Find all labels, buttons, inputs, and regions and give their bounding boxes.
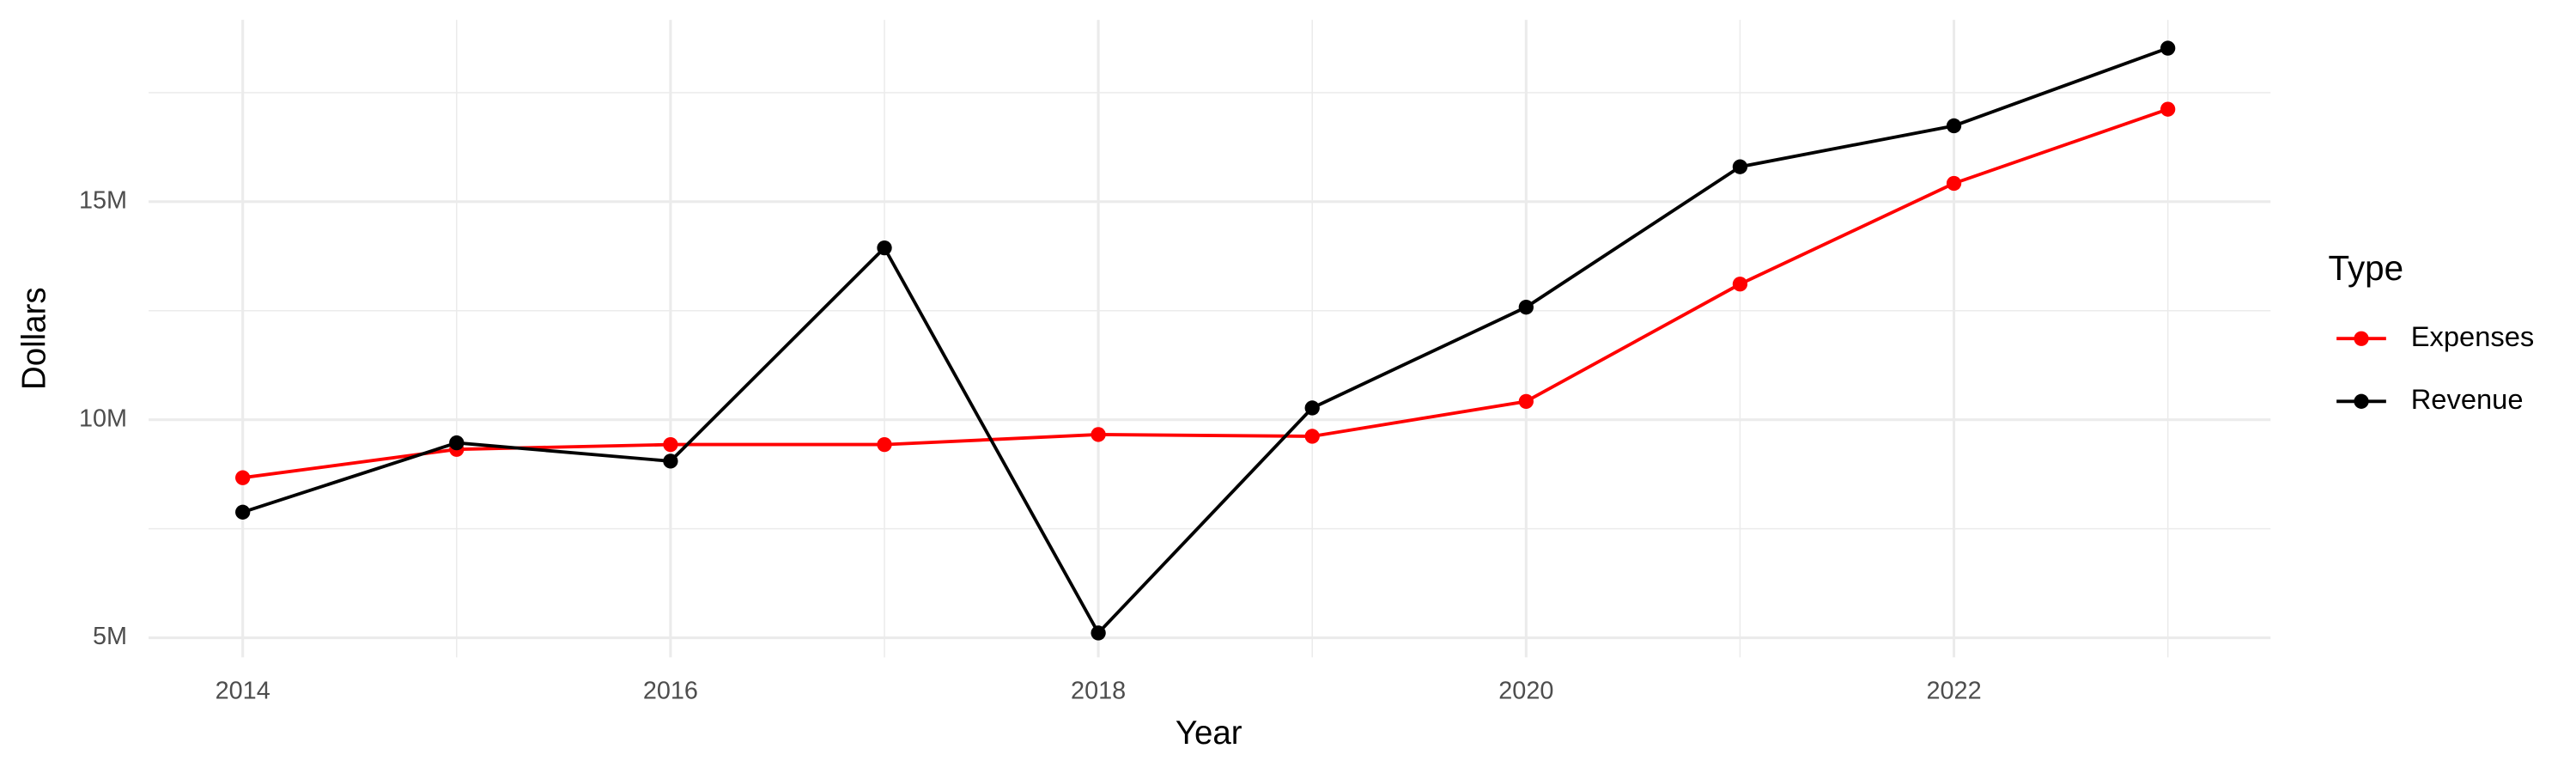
x-tick-label: 2014 — [216, 677, 270, 704]
x-axis-title: Year — [1176, 715, 1242, 752]
data-point — [663, 453, 678, 469]
grid — [149, 20, 2271, 658]
data-point — [1732, 277, 1748, 292]
x-tick-label: 2020 — [1498, 677, 1553, 704]
data-point — [2160, 40, 2176, 56]
data-point — [1946, 118, 1962, 134]
y-tick-label: 5M — [93, 623, 127, 650]
legend-key-point — [2354, 331, 2369, 346]
data-point — [1091, 625, 1106, 641]
data-point — [2160, 101, 2176, 117]
data-point — [449, 435, 465, 451]
series-line — [242, 46, 2169, 636]
data-point — [877, 436, 892, 453]
data-point — [663, 436, 678, 453]
data-point — [235, 504, 251, 520]
legend-label: Revenue — [2411, 383, 2524, 415]
data-point — [877, 240, 892, 256]
data-point — [1518, 393, 1534, 409]
data-point — [235, 470, 251, 485]
data-point — [1518, 300, 1534, 315]
data-point — [1304, 400, 1320, 416]
x-tick-label: 2022 — [1926, 677, 1981, 704]
data-point — [1946, 175, 1962, 192]
data-point — [1304, 429, 1320, 444]
y-axis-title: Dollars — [15, 287, 52, 390]
data-point — [1091, 427, 1106, 442]
data-point — [1732, 159, 1748, 174]
legend-key-point — [2354, 393, 2369, 409]
series-line — [242, 107, 2169, 480]
legend-title: Type — [2329, 248, 2404, 288]
legend-label: Expenses — [2411, 320, 2535, 352]
y-tick-label: 10M — [79, 405, 127, 432]
x-tick-label: 2018 — [1071, 677, 1126, 704]
x-tick-label: 2016 — [643, 677, 698, 704]
y-tick-label: 15M — [79, 186, 127, 214]
